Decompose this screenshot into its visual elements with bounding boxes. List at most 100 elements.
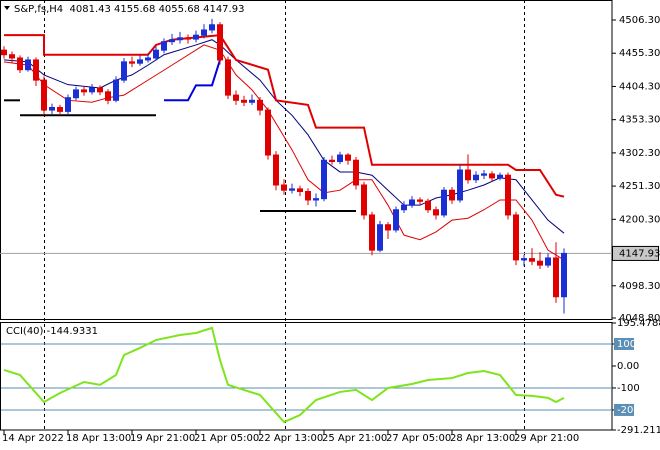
candle-body — [217, 24, 223, 61]
candle-body — [529, 258, 535, 262]
candle-body — [337, 154, 343, 163]
candle-body — [225, 59, 231, 96]
candle-body — [521, 258, 527, 261]
candle-body — [137, 59, 143, 64]
candle-body — [465, 169, 471, 181]
candle-body — [513, 214, 519, 261]
cci-title: CCI(40) -144.9331 — [6, 326, 98, 337]
y-tick-label: 4251.30 — [619, 181, 660, 192]
candle-body — [305, 191, 311, 201]
x-tick-label: 14 Apr 2022 — [2, 433, 64, 444]
candle-body — [49, 106, 55, 111]
candle-body — [449, 189, 455, 201]
candle-body — [9, 54, 15, 59]
y-tick-label: -100 — [617, 383, 640, 394]
y-tick-label: 0.00 — [617, 361, 639, 372]
price-label-box — [612, 245, 659, 261]
candle-body — [489, 173, 495, 179]
y-tick-label: -200 — [617, 405, 640, 416]
candle-body — [313, 198, 319, 201]
candle-body — [377, 224, 383, 251]
candle-body — [113, 79, 119, 101]
candle-body — [289, 188, 295, 191]
candle-body — [25, 59, 31, 71]
y-tick-label: 195.4788 — [617, 318, 660, 329]
candle-body — [561, 252, 567, 298]
main-frame — [0, 0, 613, 320]
candle-body — [209, 24, 215, 31]
y-tick-label: 4098.30 — [619, 281, 660, 292]
x-tick-label: 18 Apr 13:00 — [66, 433, 131, 444]
candle-body — [17, 57, 23, 71]
x-tick-label: 27 Apr 05:00 — [386, 433, 451, 444]
candle-body — [345, 154, 351, 161]
candle-body — [433, 209, 439, 216]
candle-body — [553, 257, 559, 298]
candle-body — [185, 37, 191, 40]
candle-body — [105, 91, 111, 101]
candle-body — [81, 89, 87, 93]
candle-body — [353, 159, 359, 186]
x-tick-label: 25 Apr 21:00 — [322, 433, 387, 444]
candle-body — [385, 224, 391, 231]
candle-body — [129, 61, 135, 64]
candle-body — [497, 174, 503, 179]
candle-body — [65, 97, 71, 112]
candle-body — [481, 173, 487, 176]
collapse-icon — [4, 6, 10, 10]
candle-body — [249, 99, 255, 103]
cci-line — [3, 326, 565, 424]
candle-body — [73, 89, 79, 99]
candle-body — [257, 99, 263, 111]
candle-body — [233, 94, 239, 101]
y-tick-label: -291.2113 — [617, 425, 660, 436]
y-tick-label: 4048.80 — [619, 313, 660, 324]
candle-body — [321, 159, 327, 200]
candle-body — [457, 169, 463, 201]
candle-body — [425, 200, 431, 211]
candle-body — [361, 184, 367, 216]
candle-body — [369, 214, 375, 251]
x-tick-label: 21 Apr 05:00 — [194, 433, 259, 444]
candle-body — [441, 189, 447, 216]
candle-body — [265, 109, 271, 156]
candle-body — [273, 154, 279, 186]
y-tick-label: 4455.30 — [619, 48, 660, 59]
candle-body — [473, 174, 479, 181]
candle-body — [177, 37, 183, 41]
chart-title: S&P,fs,H4 4081.43 4155.68 4055.68 4147.9… — [14, 4, 244, 15]
candle-body — [393, 209, 399, 231]
x-tick-label: 29 Apr 21:00 — [514, 433, 579, 444]
candle-body — [1, 49, 7, 56]
x-tick-label: 19 Apr 21:00 — [130, 433, 195, 444]
candle-body — [145, 57, 151, 61]
candle-body — [417, 199, 423, 202]
candle-body — [97, 87, 103, 93]
candle-body — [161, 41, 167, 51]
candle-body — [537, 260, 543, 266]
candle-body — [545, 257, 551, 266]
x-tick-label: 22 Apr 13:00 — [258, 433, 323, 444]
cci-frame — [0, 322, 613, 431]
candle-body — [241, 99, 247, 103]
candle-body — [57, 106, 63, 112]
candle-body — [201, 29, 207, 36]
y-tick-label: 4200.30 — [619, 214, 660, 225]
x-tick-label: 28 Apr 13:00 — [450, 433, 515, 444]
candle-body — [41, 79, 47, 111]
candle-body — [33, 59, 39, 81]
candle-body — [297, 188, 303, 193]
candle-body — [193, 34, 199, 40]
candle-body — [505, 174, 511, 216]
candle-body — [153, 49, 159, 59]
level-box — [614, 403, 634, 416]
level-box — [614, 337, 634, 350]
candle-body — [89, 87, 95, 93]
y-tick-label: 100 — [617, 339, 636, 350]
current-price-label: 4147.93 — [619, 248, 660, 259]
candle-body — [401, 204, 407, 211]
y-tick-label: 4404.30 — [619, 81, 660, 92]
y-tick-label: 4302.30 — [619, 148, 660, 159]
